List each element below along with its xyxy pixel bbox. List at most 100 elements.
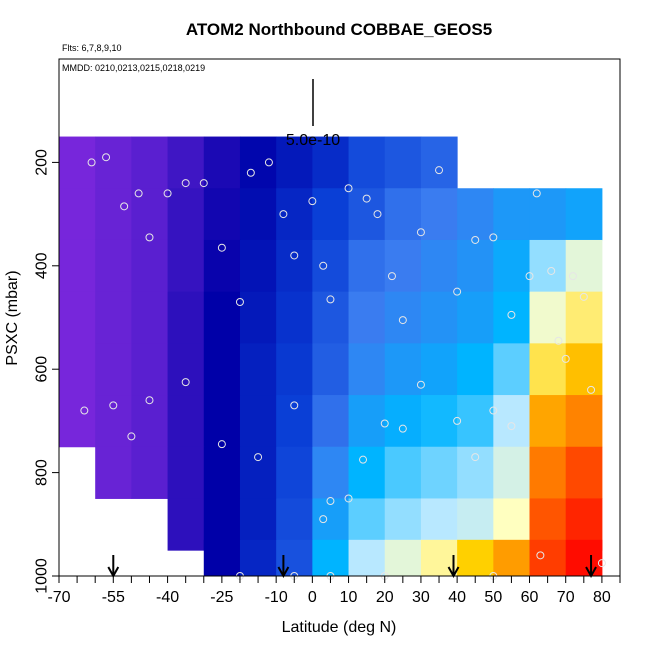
data-point [199, 179, 208, 188]
heatmap-cell [203, 446, 241, 499]
data-point [554, 336, 563, 345]
flight-arrows [107, 555, 597, 579]
heatmap-cell [167, 498, 205, 551]
heatmap-cell [493, 291, 531, 344]
heatmap-cell [420, 539, 458, 577]
heatmap-cell [203, 291, 241, 344]
heatmap-cell [167, 136, 205, 189]
heatmap-cell [239, 539, 277, 577]
data-point [109, 401, 118, 410]
data-point [217, 440, 226, 449]
scale-bar-label: 5.0e-10 [286, 132, 340, 149]
heatmap-cell [167, 291, 205, 344]
heatmap-cell [276, 136, 313, 189]
heatmap-cells [59, 136, 603, 577]
data-point [536, 551, 545, 560]
heatmap-cell [276, 188, 313, 241]
y-tick-label: 600 [34, 356, 51, 383]
heatmap-cell [457, 291, 494, 344]
heatmap-cell [131, 395, 169, 448]
data-point [416, 228, 425, 237]
data-point [362, 194, 371, 203]
plot-frame [58, 58, 621, 577]
heatmap-cell [348, 446, 386, 499]
flight-arrow-head [107, 566, 120, 579]
heatmap-cell [312, 291, 350, 344]
heatmap-cell [312, 188, 350, 241]
heatmap-cell [276, 343, 313, 396]
data-point [547, 266, 556, 275]
data-point [145, 396, 154, 405]
data-point [507, 422, 516, 431]
heatmap-cell [348, 291, 386, 344]
heatmap-cell [565, 188, 603, 241]
data-point [380, 419, 389, 428]
heatmap-cell [457, 239, 494, 293]
heatmap-cell [239, 343, 277, 396]
heatmap-cell [276, 395, 313, 448]
heatmap-cell [420, 291, 458, 344]
heatmap-cell [348, 343, 386, 396]
heatmap-cell [384, 343, 422, 396]
heatmap-cell [384, 446, 422, 499]
heatmap-cell [457, 539, 494, 577]
data-point [290, 401, 299, 410]
heatmap-cell [348, 188, 386, 241]
heatmap-cell [239, 188, 277, 241]
heatmap-cell [420, 136, 458, 189]
y-tick-label: 200 [34, 149, 51, 176]
data-point [308, 197, 317, 206]
y-tick-label: 400 [34, 252, 51, 279]
heatmap-cell [239, 239, 277, 293]
heatmap-cell [529, 343, 567, 396]
heatmap-cell [203, 395, 241, 448]
data-point [507, 310, 516, 319]
data-point [398, 316, 407, 325]
data-point [344, 494, 353, 503]
heatmap-cell [565, 343, 603, 396]
data-point [597, 559, 606, 568]
heatmap-cell [203, 136, 241, 189]
x-tick-label: 50 [484, 589, 502, 606]
x-axis: -70 -55 -40 -25 -10 0 10 20 30 40 50 60 70 80 [47, 576, 621, 606]
heatmap-cell [348, 239, 386, 293]
data-point [87, 158, 96, 167]
data-point [416, 380, 425, 389]
heatmap-cell [95, 239, 132, 293]
heatmap-cell [565, 395, 603, 448]
heatmap-cell [384, 539, 422, 577]
data-point [80, 406, 89, 415]
heatmap-cell [529, 446, 567, 499]
heatmap-cell [493, 539, 531, 577]
data-point [525, 272, 534, 281]
x-tick-label: 0 [308, 589, 317, 606]
heatmap-cell [384, 291, 422, 344]
data-point [568, 272, 577, 281]
heatmap-cell [239, 136, 277, 189]
heatmap-cell [59, 188, 96, 241]
heatmap-cell [312, 136, 350, 189]
heatmap-cell [276, 239, 313, 293]
data-point [181, 378, 190, 387]
heatmap-cell [565, 291, 603, 344]
heatmap-cell [59, 239, 96, 293]
x-axis-label: Latitude (deg N) [282, 619, 397, 636]
x-tick-label: -10 [265, 589, 288, 606]
heatmap-cell [131, 136, 169, 189]
heatmap-cell [384, 136, 422, 189]
data-point [532, 189, 541, 198]
data-point [398, 424, 407, 433]
heatmap-cell [493, 239, 531, 293]
data-point [387, 272, 396, 281]
heatmap-cell [420, 239, 458, 293]
flights-label: Flts: 6,7,8,9,10 [62, 43, 122, 53]
heatmap-cell [131, 239, 169, 293]
data-point [319, 261, 328, 270]
heatmap-cell [203, 188, 241, 241]
data-point [279, 210, 288, 219]
data-point [471, 453, 480, 462]
heatmap-cell [203, 539, 241, 577]
heatmap-cell [131, 446, 169, 499]
heatmap-cell [312, 395, 350, 448]
